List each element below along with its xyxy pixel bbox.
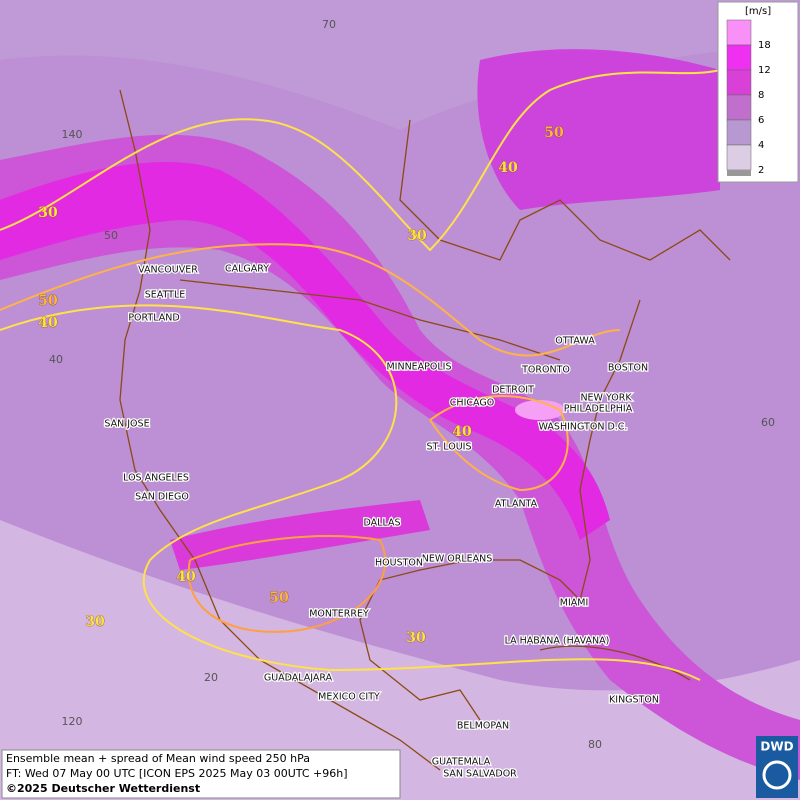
grid-label: 40	[49, 353, 63, 366]
legend-swatch	[726, 94, 752, 121]
grid-label: 120	[62, 715, 83, 728]
city-label: SAN JOSE	[104, 419, 149, 430]
legend-swatch	[726, 119, 752, 146]
city-label: GUATEMALA	[432, 757, 491, 768]
contour-label: 50	[544, 125, 564, 141]
footer: Ensemble mean + spread of Mean wind spee…	[1, 736, 798, 799]
city-label: GUADALAJARA	[264, 673, 333, 684]
legend-swatch	[726, 44, 752, 71]
city-label: ATLANTA	[495, 499, 538, 510]
legend-label: 8	[758, 90, 764, 101]
footer-box	[1, 749, 401, 799]
contour-label: 40	[38, 315, 58, 331]
city-label: HOUSTON	[375, 558, 423, 569]
city-label: LA HABANA (HAVANA)	[505, 636, 610, 647]
city-label: KINGSTON	[609, 695, 659, 706]
legend-label: 18	[758, 40, 771, 51]
field-south	[0, 520, 800, 800]
legend-label: 2	[758, 165, 764, 176]
city-label: MIAMI	[560, 598, 589, 609]
city-label: BELMOPAN	[457, 721, 509, 732]
city-label: DALLAS	[364, 518, 401, 529]
city-label: CALGARY	[225, 264, 269, 275]
contour-label: 30	[406, 630, 426, 646]
legend: [m/s] 18 12 8 6 4 2	[717, 1, 799, 183]
city-label: CHICAGO	[450, 398, 494, 409]
city-label: NEW ORLEANS	[422, 554, 493, 565]
city-label: MONTERREY	[309, 609, 369, 620]
legend-label: 6	[758, 115, 764, 126]
city-label: MEXICO CITY	[318, 692, 380, 703]
legend-label: 12	[758, 65, 771, 76]
legend-label: 4	[758, 140, 764, 151]
contour-label: 40	[176, 569, 196, 585]
legend-swatch	[727, 170, 751, 176]
field-north	[0, 0, 800, 130]
contour-label: 50	[269, 590, 289, 606]
jet-south	[170, 500, 430, 570]
grid-label: 140	[62, 128, 83, 141]
city-label: DETROIT	[492, 385, 534, 396]
city-label: ST. LOUIS	[427, 442, 472, 453]
city-label: LOS ANGELES	[123, 473, 189, 484]
grid-label: 50	[104, 229, 118, 242]
legend-swatch	[726, 69, 752, 96]
legend-swatch	[726, 144, 752, 171]
city-label: TORONTO	[521, 365, 570, 376]
footer-line: ©2025 Deutscher Wetterdienst	[6, 782, 200, 795]
contour-label: 30	[85, 614, 105, 630]
footer-line: FT: Wed 07 May 00 UTC [ICON EPS 2025 May…	[6, 767, 348, 780]
grid-label: 70	[322, 18, 336, 31]
jet-band	[0, 134, 800, 780]
contour-label: 30	[38, 205, 58, 221]
contour-label: 30	[407, 228, 427, 244]
city-label: PHILADELPHIA	[564, 404, 633, 415]
grid-label: 20	[204, 671, 218, 684]
city-label: VANCOUVER	[138, 265, 198, 276]
city-label: NEW YORK	[580, 393, 632, 404]
city-label: OTTAWA	[555, 336, 595, 347]
jet-max	[515, 400, 565, 420]
contour-label: 40	[498, 160, 518, 176]
contour-label: 40	[452, 424, 472, 440]
contour-label: 50	[38, 293, 58, 309]
city-label: SAN DIEGO	[135, 492, 189, 503]
city-label: PORTLAND	[128, 313, 179, 324]
grid-label: 80	[588, 738, 602, 751]
grid-label: 60	[761, 416, 775, 429]
contours	[0, 69, 721, 681]
legend-swatch	[726, 19, 752, 46]
city-label: SAN SALVADOR	[443, 769, 517, 780]
jet-northeast	[477, 49, 720, 211]
jet-core	[0, 161, 610, 540]
city-label: WASHINGTON D.C.	[539, 422, 628, 433]
logo: DWD	[760, 740, 793, 754]
city-label: MINNEAPOLIS	[386, 362, 451, 373]
coastlines	[119, 89, 731, 771]
city-label: SEATTLE	[145, 290, 186, 301]
footer-line: Ensemble mean + spread of Mean wind spee…	[6, 752, 310, 765]
legend-unit: [m/s]	[745, 6, 771, 17]
logo-icon	[762, 760, 792, 790]
city-label: BOSTON	[608, 363, 648, 374]
